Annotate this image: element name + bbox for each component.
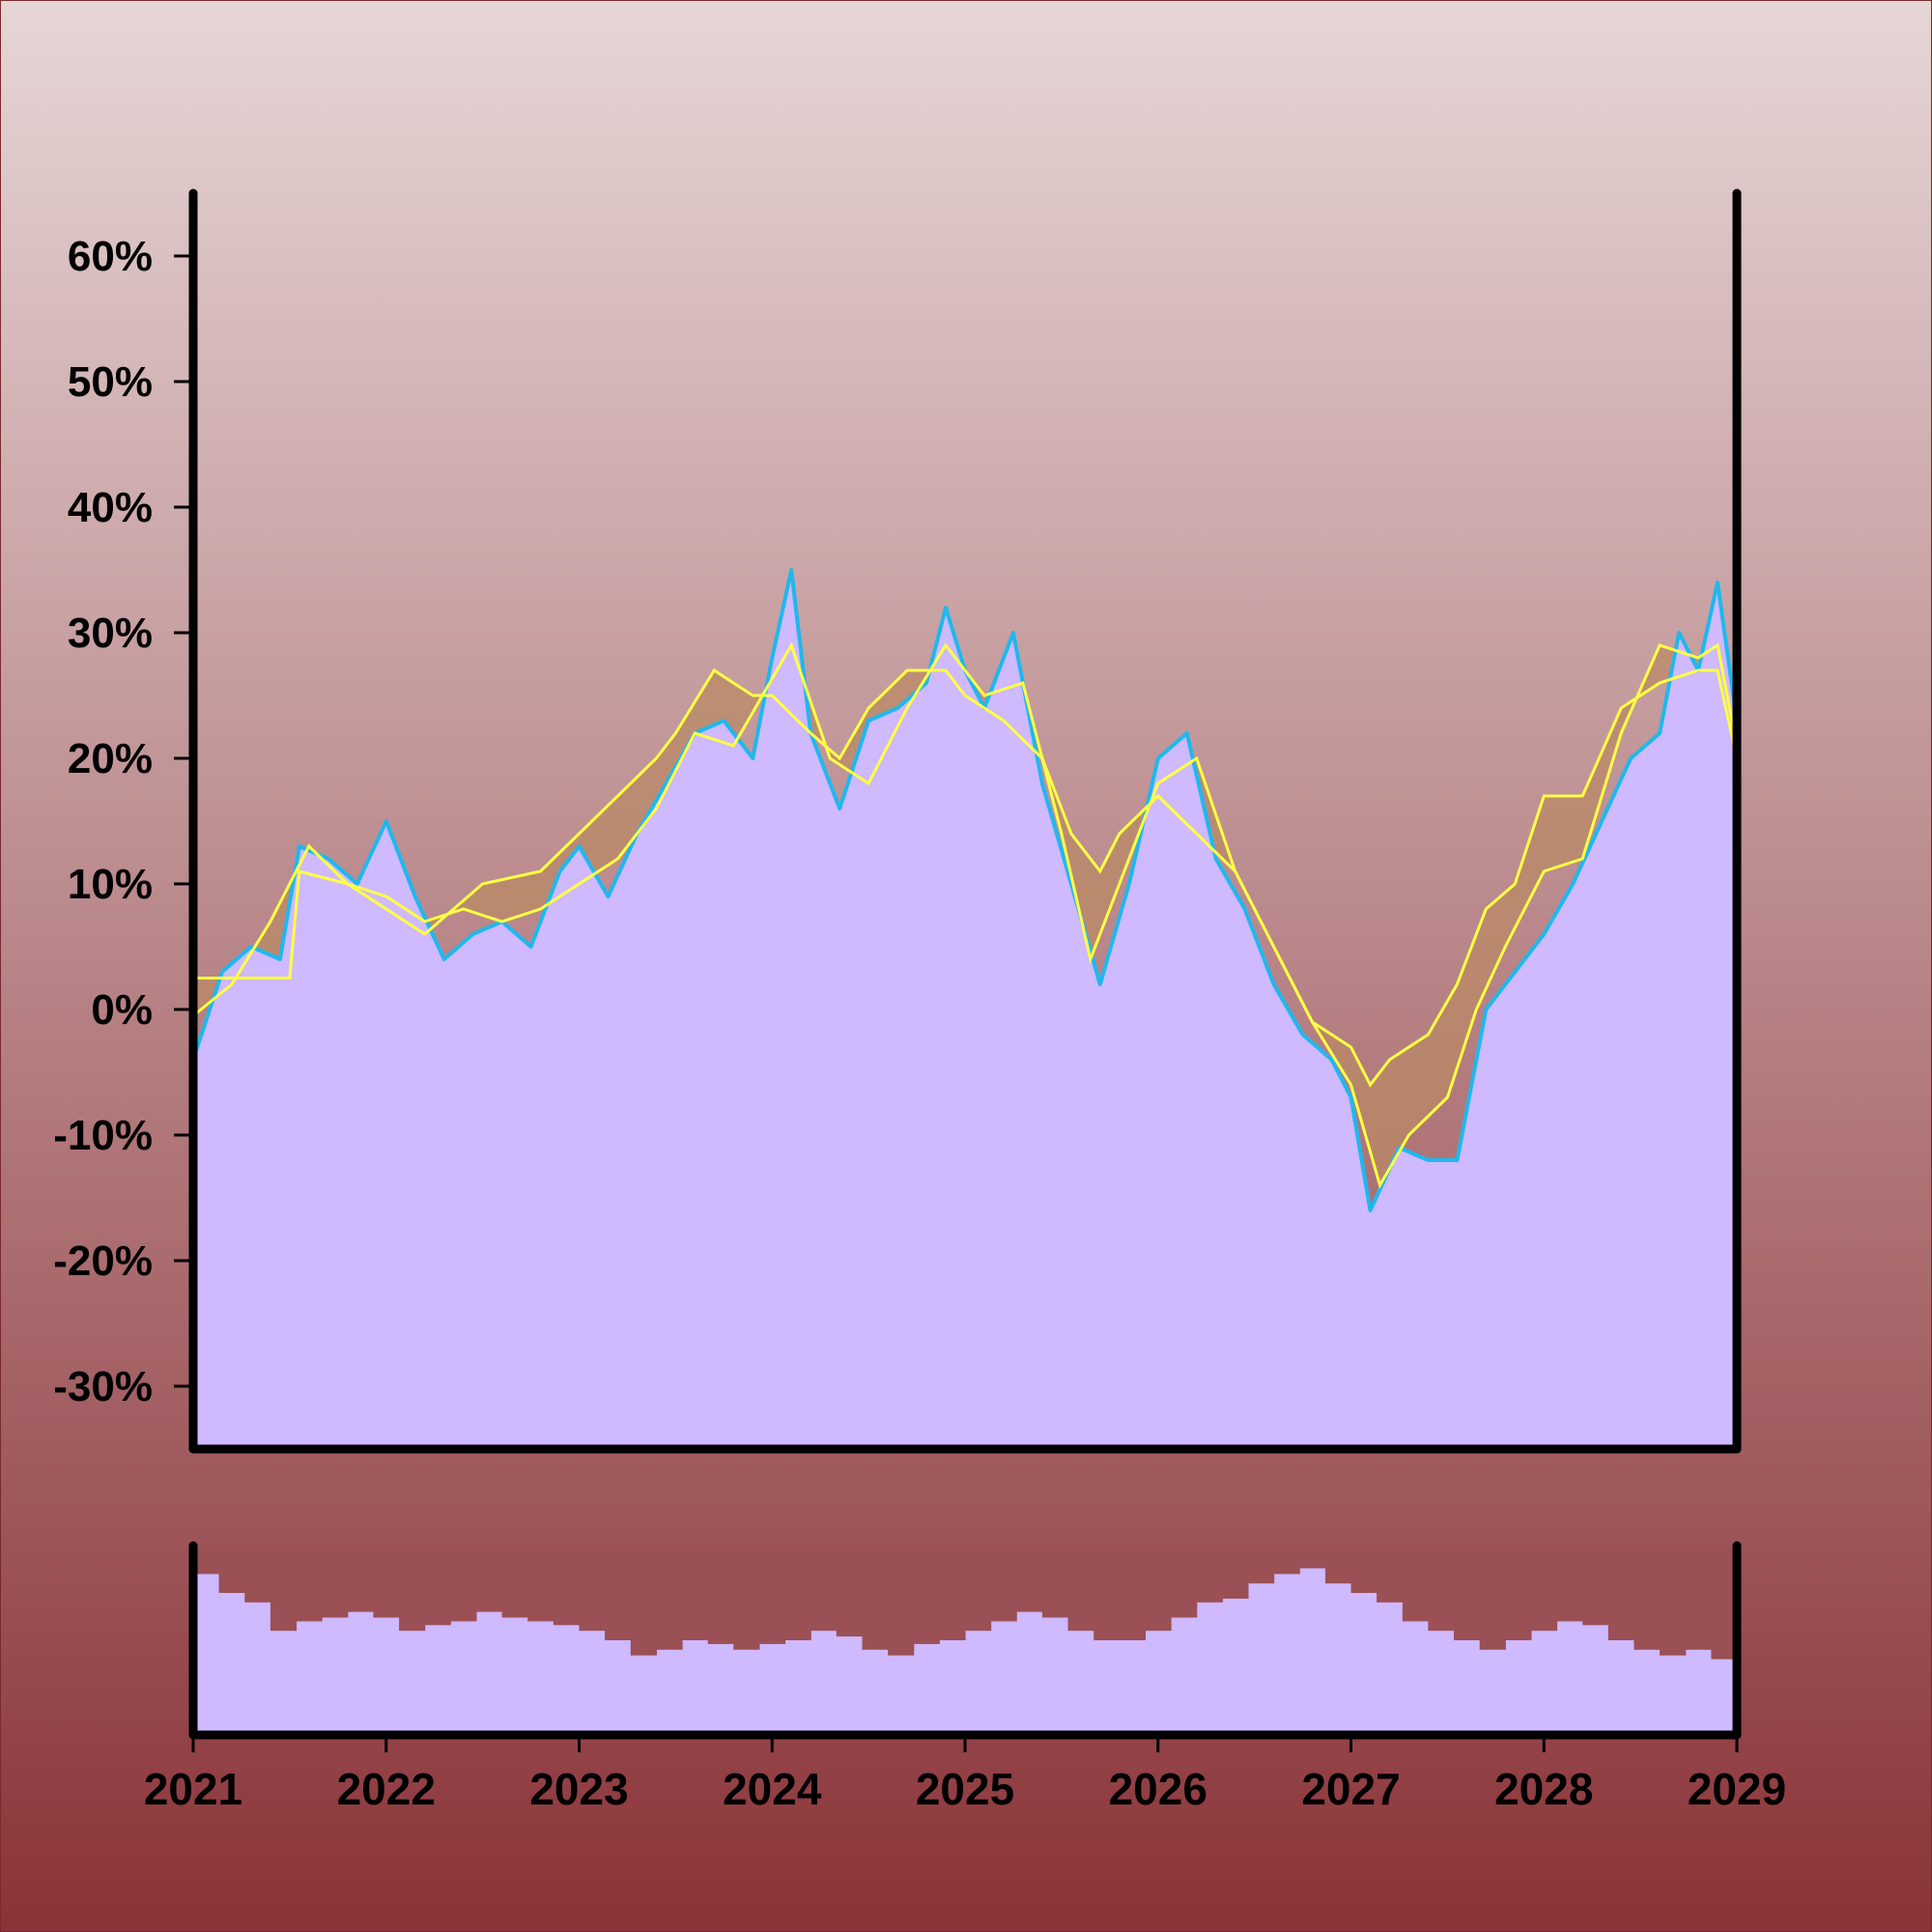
volume-bar	[1041, 1546, 1069, 1618]
volume-bar	[888, 1546, 915, 1656]
volume-bar	[501, 1546, 528, 1618]
volume-bar	[1479, 1546, 1506, 1650]
volume-bar	[1556, 1546, 1583, 1622]
volume-bar	[373, 1546, 400, 1618]
y-tick-label: 50%	[68, 358, 153, 406]
volume-bar	[1119, 1546, 1146, 1640]
volume-bar	[836, 1546, 863, 1637]
volume-bar	[579, 1546, 606, 1632]
volume-bar	[322, 1546, 349, 1618]
x-tick-label: 2022	[337, 1764, 436, 1814]
volume-bar	[810, 1546, 838, 1632]
volume-bar	[1171, 1546, 1198, 1618]
volume-bar	[450, 1546, 477, 1622]
volume-bar	[1685, 1546, 1712, 1650]
volume-bar	[1145, 1546, 1172, 1632]
volume-bar	[218, 1546, 245, 1593]
volume-bar	[193, 1546, 220, 1575]
y-tick-label: 10%	[68, 861, 153, 908]
x-tick-label: 2025	[916, 1764, 1014, 1814]
volume-bar	[862, 1546, 889, 1650]
volume-bar	[1016, 1546, 1043, 1612]
x-tick-label: 2029	[1688, 1764, 1786, 1814]
volume-bar	[1248, 1546, 1275, 1584]
y-tick-label: 30%	[68, 610, 153, 657]
volume-bar	[1196, 1546, 1223, 1603]
volume-bar	[965, 1546, 992, 1632]
volume-bar	[1454, 1546, 1481, 1640]
volume-bar	[1428, 1546, 1455, 1632]
y-tick-label: 60%	[68, 233, 153, 280]
volume-bar	[1530, 1546, 1558, 1632]
volume-bar	[990, 1546, 1017, 1622]
x-tick-label: 2027	[1301, 1764, 1400, 1814]
volume-bar	[913, 1546, 940, 1644]
x-tick-label: 2026	[1109, 1764, 1208, 1814]
volume-bar	[476, 1546, 503, 1612]
volume-bar	[347, 1546, 374, 1612]
volume-bar	[1582, 1546, 1609, 1626]
volume-bar	[1324, 1546, 1352, 1584]
volume-bar	[399, 1546, 426, 1632]
volume-bar	[1273, 1546, 1300, 1575]
volume-bar	[1660, 1546, 1687, 1656]
volume-bar	[630, 1546, 657, 1656]
volume-bar	[1067, 1546, 1094, 1632]
volume-bar	[527, 1546, 554, 1622]
volume-bar	[1094, 1546, 1121, 1640]
volume-bar	[553, 1546, 581, 1626]
y-tick-label: 20%	[68, 735, 153, 782]
x-tick-label: 2028	[1494, 1764, 1593, 1814]
volume-bar	[244, 1546, 271, 1603]
volume-bar	[682, 1546, 709, 1640]
volume-bar	[270, 1546, 298, 1632]
volume-bar	[1377, 1546, 1404, 1603]
x-tick-label: 2023	[529, 1764, 628, 1814]
volume-bar	[939, 1546, 966, 1640]
volume-bar	[733, 1546, 760, 1650]
volume-bar	[424, 1546, 451, 1626]
x-tick-label: 2024	[723, 1764, 822, 1814]
volume-bar	[784, 1546, 811, 1640]
y-tick-label: -20%	[53, 1237, 153, 1285]
volume-bar	[656, 1546, 683, 1650]
y-tick-label: -10%	[53, 1112, 153, 1159]
volume-bar	[296, 1546, 323, 1622]
volume-panel: 2021 2022 2023 2024 2025 2026 2027 2028 2029	[144, 1541, 1786, 1814]
volume-bar	[1402, 1546, 1429, 1622]
volume-bar	[1505, 1546, 1532, 1640]
y-tick-label: 0%	[91, 986, 153, 1034]
volume-bar	[758, 1546, 786, 1644]
volume-bar	[1350, 1546, 1378, 1593]
price-panel: -30% -20% -10% 0% 10% 20% 30% 40% 50% 60%	[53, 188, 1742, 1454]
y-tick-label: -30%	[53, 1363, 153, 1410]
price-area	[193, 570, 1737, 1447]
volume-bar	[1299, 1546, 1326, 1569]
x-tick-label: 2021	[144, 1764, 242, 1814]
volume-bar	[1607, 1546, 1634, 1640]
y-tick-label: 40%	[68, 484, 153, 531]
volume-bar	[1634, 1546, 1661, 1650]
volume-bar	[707, 1546, 734, 1644]
band-lower-line	[193, 641, 1737, 1189]
volume-bar	[1222, 1546, 1249, 1599]
volume-bar	[605, 1546, 632, 1640]
